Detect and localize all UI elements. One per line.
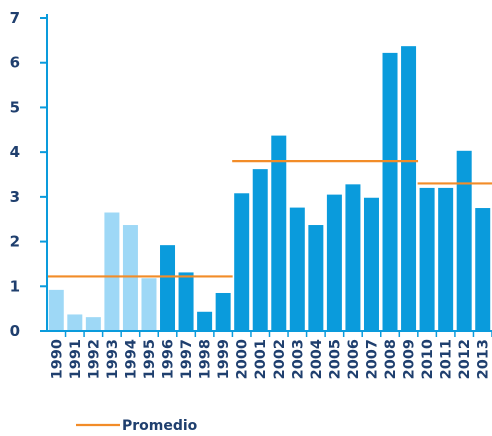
bar-2012 <box>456 150 472 331</box>
x-tick-label-1993: 1993 <box>105 339 121 379</box>
x-tick-label-1998: 1998 <box>198 339 214 379</box>
legend-average-label: Promedio <box>122 418 198 434</box>
x-tick-label-2010: 2010 <box>420 339 436 379</box>
x-tick-label-1991: 1991 <box>68 339 84 379</box>
x-tick-label-1990: 1990 <box>49 339 65 379</box>
x-tick-label-1995: 1995 <box>142 339 158 379</box>
bar-2001 <box>252 169 268 331</box>
bar-2006 <box>345 184 361 331</box>
bar-1997 <box>178 272 194 331</box>
y-tick-label-4: 4 <box>10 143 20 161</box>
bar-1990 <box>48 289 64 331</box>
x-tick-label-2007: 2007 <box>364 339 380 379</box>
bar-1992 <box>85 317 101 331</box>
x-tick-label-2012: 2012 <box>457 339 473 379</box>
y-tick-label-3: 3 <box>10 188 20 206</box>
bar-1993 <box>104 212 120 331</box>
bars-group <box>48 46 491 332</box>
y-tick-label-6: 6 <box>10 54 20 72</box>
bar-2009 <box>401 46 417 332</box>
x-tick-label-2008: 2008 <box>383 339 399 379</box>
x-tick-labels: 1990 1991 1992 1993 1994 1995 1996 1997 1998 1999… <box>49 339 491 379</box>
x-tick-label-2005: 2005 <box>327 339 343 379</box>
bar-2000 <box>234 193 250 331</box>
bar-2010 <box>419 187 435 331</box>
x-tick-label-1994: 1994 <box>123 339 139 379</box>
average-lines-group <box>46 159 492 278</box>
bar-1991 <box>67 314 83 331</box>
bar-2008 <box>382 52 398 331</box>
y-tick-label-2: 2 <box>10 233 20 251</box>
x-tick-label-2006: 2006 <box>346 339 362 379</box>
axes-group <box>40 14 492 337</box>
bar-1999 <box>215 292 231 331</box>
bar-1994 <box>122 225 138 331</box>
y-tick-label-7: 7 <box>10 9 20 27</box>
y-tick-label-0: 0 <box>10 322 20 340</box>
x-tick-label-2002: 2002 <box>272 339 288 379</box>
bar-2011 <box>438 187 454 331</box>
legend: Promedio <box>76 418 198 434</box>
bar-1996 <box>160 245 176 331</box>
bar-1998 <box>197 311 213 331</box>
bar-2013 <box>475 208 491 331</box>
bar-2007 <box>363 197 379 331</box>
x-tick-label-2013: 2013 <box>476 339 492 379</box>
x-tick-label-1997: 1997 <box>179 339 195 379</box>
bar-2003 <box>289 207 305 331</box>
x-tick-label-1999: 1999 <box>216 339 232 379</box>
bar-1995 <box>141 278 157 331</box>
y-tick-label-5: 5 <box>10 98 20 116</box>
x-tick-label-1996: 1996 <box>161 339 177 379</box>
y-tick-labels: 0 1 2 3 4 5 6 7 <box>10 9 20 340</box>
x-tick-label-2001: 2001 <box>253 339 269 379</box>
bar-2004 <box>308 225 324 331</box>
x-tick-label-2000: 2000 <box>235 339 251 379</box>
bar-2005 <box>326 194 342 331</box>
y-tick-label-1: 1 <box>10 277 20 295</box>
x-tick-label-2004: 2004 <box>309 339 325 379</box>
x-tick-label-2009: 2009 <box>402 339 418 379</box>
x-tick-label-2011: 2011 <box>439 339 455 379</box>
bar-2002 <box>271 135 287 331</box>
x-tick-label-1992: 1992 <box>86 339 102 379</box>
x-tick-label-2003: 2003 <box>290 339 306 379</box>
